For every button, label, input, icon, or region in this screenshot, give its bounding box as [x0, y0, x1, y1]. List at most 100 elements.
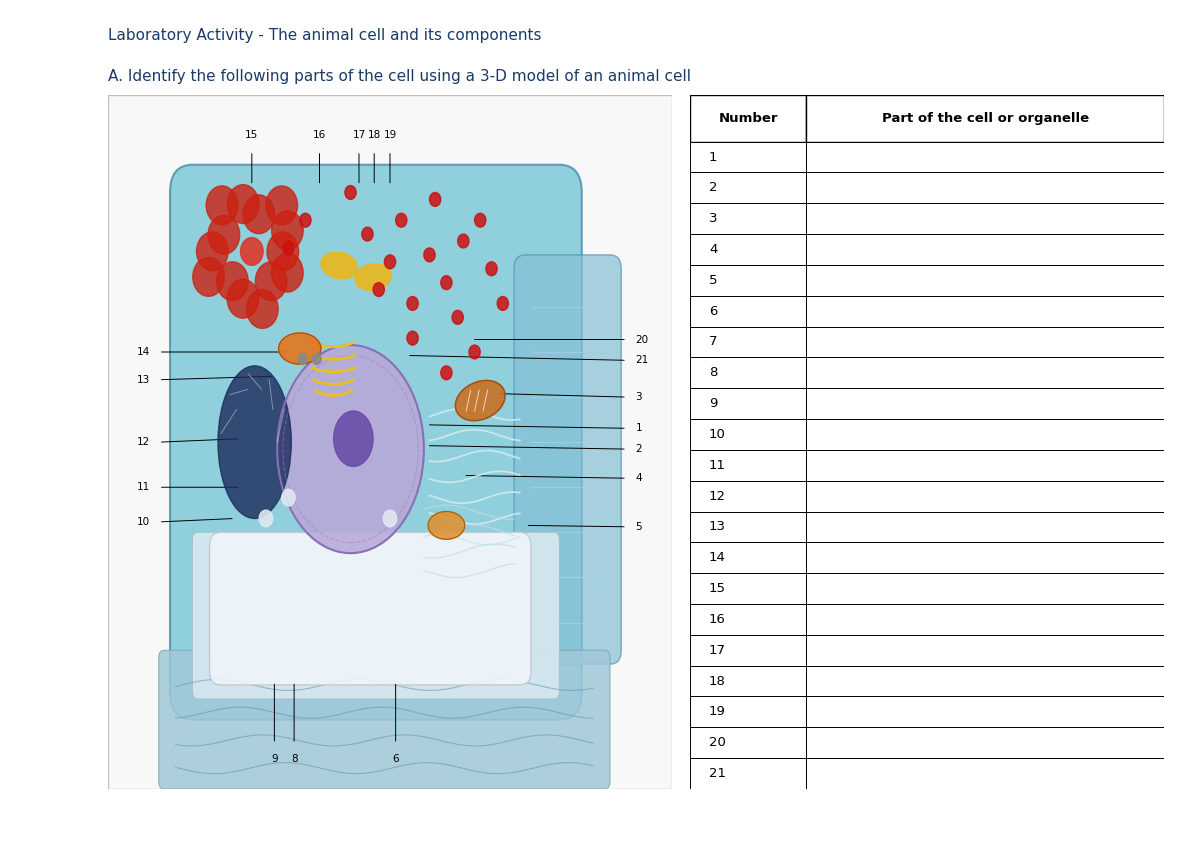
- Ellipse shape: [428, 512, 464, 539]
- FancyBboxPatch shape: [690, 480, 806, 512]
- FancyBboxPatch shape: [806, 480, 1164, 512]
- Circle shape: [383, 510, 397, 527]
- Text: Laboratory Activity - The animal cell and its components: Laboratory Activity - The animal cell an…: [108, 28, 541, 42]
- FancyBboxPatch shape: [690, 727, 806, 758]
- FancyBboxPatch shape: [690, 450, 806, 480]
- Ellipse shape: [334, 411, 373, 466]
- Text: 9: 9: [271, 754, 277, 765]
- Text: 6: 6: [392, 754, 398, 765]
- Circle shape: [268, 232, 299, 271]
- FancyBboxPatch shape: [806, 450, 1164, 480]
- Circle shape: [474, 213, 486, 227]
- Text: Part of the cell or organelle: Part of the cell or organelle: [882, 112, 1088, 125]
- Text: 12: 12: [137, 437, 150, 447]
- Ellipse shape: [322, 252, 358, 278]
- Circle shape: [256, 262, 287, 301]
- Circle shape: [384, 255, 396, 269]
- Text: 7: 7: [709, 336, 718, 349]
- FancyBboxPatch shape: [690, 357, 806, 388]
- Text: 15: 15: [245, 130, 258, 140]
- Circle shape: [362, 227, 373, 241]
- FancyBboxPatch shape: [806, 666, 1164, 696]
- FancyBboxPatch shape: [690, 419, 806, 450]
- FancyBboxPatch shape: [806, 141, 1164, 173]
- Text: 4: 4: [709, 243, 718, 256]
- Text: 1: 1: [635, 423, 642, 434]
- Circle shape: [227, 185, 259, 224]
- FancyBboxPatch shape: [690, 203, 806, 234]
- Circle shape: [407, 331, 418, 345]
- Text: 13: 13: [709, 520, 726, 533]
- FancyBboxPatch shape: [806, 635, 1164, 666]
- Text: 14: 14: [709, 551, 726, 564]
- Text: 5: 5: [709, 274, 718, 287]
- Text: 14: 14: [137, 347, 150, 357]
- FancyBboxPatch shape: [690, 666, 806, 696]
- Circle shape: [206, 186, 238, 225]
- FancyBboxPatch shape: [806, 173, 1164, 203]
- Circle shape: [208, 215, 240, 254]
- Circle shape: [407, 297, 418, 310]
- FancyBboxPatch shape: [690, 758, 806, 789]
- FancyBboxPatch shape: [690, 234, 806, 265]
- FancyBboxPatch shape: [192, 532, 559, 699]
- FancyBboxPatch shape: [690, 95, 806, 141]
- Ellipse shape: [455, 381, 505, 420]
- FancyBboxPatch shape: [806, 543, 1164, 573]
- Circle shape: [469, 345, 480, 359]
- Circle shape: [440, 276, 452, 290]
- Ellipse shape: [277, 345, 424, 553]
- Circle shape: [452, 310, 463, 324]
- Text: 11: 11: [709, 459, 726, 472]
- FancyBboxPatch shape: [690, 296, 806, 327]
- Text: 12: 12: [709, 490, 726, 503]
- FancyBboxPatch shape: [690, 543, 806, 573]
- Text: 19: 19: [383, 130, 397, 140]
- FancyBboxPatch shape: [806, 296, 1164, 327]
- Text: 9: 9: [709, 397, 718, 410]
- Circle shape: [430, 192, 440, 206]
- Text: 18: 18: [709, 675, 726, 688]
- Circle shape: [424, 248, 436, 262]
- Circle shape: [246, 290, 278, 329]
- FancyBboxPatch shape: [108, 95, 672, 789]
- Text: 20: 20: [635, 335, 648, 344]
- Ellipse shape: [355, 264, 391, 290]
- Ellipse shape: [278, 333, 320, 364]
- Text: 11: 11: [137, 482, 150, 492]
- Text: 3: 3: [635, 392, 642, 402]
- FancyBboxPatch shape: [806, 388, 1164, 419]
- FancyBboxPatch shape: [690, 265, 806, 296]
- Text: 15: 15: [709, 582, 726, 595]
- Circle shape: [283, 241, 294, 255]
- Text: 8: 8: [290, 754, 298, 765]
- Circle shape: [486, 262, 497, 276]
- Text: 16: 16: [313, 130, 326, 140]
- FancyBboxPatch shape: [806, 95, 1164, 141]
- Text: 3: 3: [709, 212, 718, 225]
- FancyBboxPatch shape: [806, 758, 1164, 789]
- Circle shape: [457, 234, 469, 248]
- FancyBboxPatch shape: [158, 650, 610, 789]
- Circle shape: [312, 354, 322, 364]
- FancyBboxPatch shape: [806, 357, 1164, 388]
- Circle shape: [282, 489, 295, 506]
- Circle shape: [242, 195, 275, 234]
- FancyBboxPatch shape: [806, 419, 1164, 450]
- Text: 4: 4: [635, 473, 642, 483]
- Text: 20: 20: [709, 736, 726, 749]
- Circle shape: [193, 257, 224, 297]
- FancyBboxPatch shape: [690, 604, 806, 635]
- Circle shape: [396, 213, 407, 227]
- FancyBboxPatch shape: [806, 696, 1164, 727]
- FancyBboxPatch shape: [690, 635, 806, 666]
- FancyBboxPatch shape: [690, 173, 806, 203]
- FancyBboxPatch shape: [806, 573, 1164, 604]
- Text: 18: 18: [367, 130, 380, 140]
- Text: 16: 16: [709, 613, 726, 626]
- Text: 2: 2: [635, 444, 642, 454]
- FancyBboxPatch shape: [690, 327, 806, 357]
- FancyBboxPatch shape: [806, 234, 1164, 265]
- FancyBboxPatch shape: [806, 512, 1164, 543]
- FancyBboxPatch shape: [806, 727, 1164, 758]
